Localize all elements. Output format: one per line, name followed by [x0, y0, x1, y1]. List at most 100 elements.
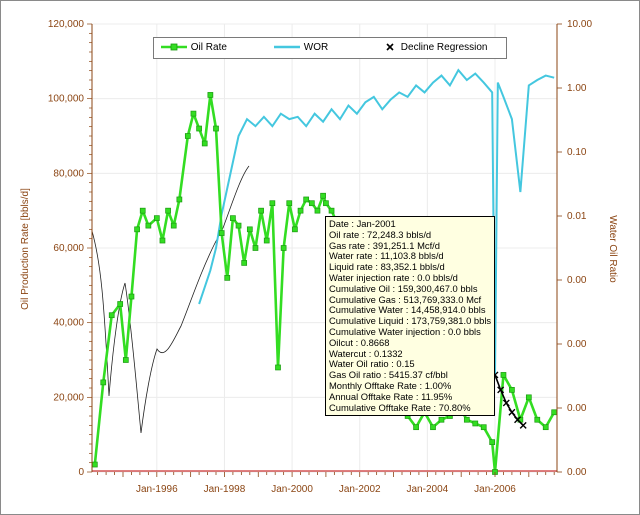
- y-right-tick-label: 10.00: [567, 19, 592, 30]
- grid: [92, 23, 557, 473]
- oil-rate-marker: [235, 222, 242, 229]
- y-right-tick-label: 0.10: [567, 147, 587, 158]
- oil-rate-marker: [134, 226, 140, 233]
- oil-rate-marker: [122, 357, 129, 363]
- oil-rate-marker: [525, 394, 532, 401]
- oil-rate-marker: [176, 196, 183, 203]
- tooltip-line: Cumulative Gas : 513,769,333.0 Mcf: [329, 293, 482, 305]
- y-left-tick-label: 80,000: [53, 168, 84, 179]
- x-tick-label: Jan-2002: [339, 484, 381, 495]
- oil-rate-marker: [269, 200, 276, 207]
- y-right-tick-label: 1.00: [567, 83, 587, 94]
- tooltip-line: Annual Offtake Rate : 11.95%: [329, 390, 453, 402]
- oil-rate-marker: [430, 424, 436, 431]
- x-tick-label: Jan-2006: [474, 484, 516, 495]
- oil-rate-marker: [480, 424, 487, 431]
- legend-label-decline-regression: Decline Regression: [400, 42, 488, 53]
- oil-rate-marker: [489, 439, 496, 445]
- oil-rate-marker: [213, 125, 219, 132]
- oil-rate-marker: [542, 424, 549, 431]
- legend-item-wor[interactable]: WOR: [273, 41, 328, 55]
- y-left-tick-label: 0: [78, 467, 84, 478]
- oil-rate-marker: [91, 461, 98, 468]
- tooltip-line: Cumulative Water : 14,458,914.0 bbls: [329, 304, 486, 316]
- decline-regression-marker: [508, 408, 516, 416]
- tooltip-line: Cumulative Water injection : 0.0 bbls: [329, 325, 481, 337]
- oil-rate-marker: [201, 140, 208, 147]
- oil-rate-marker: [263, 237, 270, 244]
- oil-rate-marker: [153, 215, 160, 221]
- oil-rate-marker: [218, 230, 225, 236]
- oil-rate-marker: [196, 125, 202, 132]
- oil-rate-marker: [500, 372, 507, 378]
- y-axis-left-title: Oil Production Rate [bbls/d]: [20, 188, 31, 310]
- data-point-tooltip: Date : Jan-2001 Oil rate : 72,248.3 bbls/…: [325, 216, 495, 417]
- tooltip-line: Watercut : 0.1332: [329, 347, 403, 359]
- tooltip-line: Date : Jan-2001: [329, 218, 396, 229]
- tooltip-line: Cumulative Liquid : 173,759,381.0 bbls: [329, 315, 492, 327]
- tooltip-line: Gas rate : 391,251.1 Mcf/d: [329, 239, 440, 251]
- legend-item-oil-rate[interactable]: Oil Rate: [160, 41, 227, 55]
- legend-label-oil-rate: Oil Rate: [190, 42, 227, 53]
- oil-rate-marker: [230, 215, 236, 221]
- tooltip-line: Water injection rate : 0.0 bbls/d: [329, 271, 458, 283]
- oil-rate-marker: [159, 237, 166, 244]
- y-right-tick-label: 0.01: [567, 211, 587, 222]
- y-axis-left: 120,000 100,000 80,000 60,000 40,000 20,000 0: [48, 19, 93, 478]
- oil-rate-marker: [314, 207, 321, 214]
- legend-item-decline-regression[interactable]: Decline Regression: [382, 41, 488, 55]
- y-axis-right: 10.00 1.00 0.10 0.01 0.00 0.00 0.00 0.00: [556, 19, 592, 478]
- oil-rate-marker: [280, 245, 287, 251]
- y-left-tick-label: 20,000: [53, 392, 84, 403]
- oil-rate-marker: [170, 222, 177, 229]
- legend: Oil Rate WOR Decline Regression: [153, 37, 507, 59]
- y-right-tick-label: 0.00: [567, 403, 587, 414]
- oil-rate-marker: [139, 207, 146, 214]
- y-left-tick-label: 120,000: [48, 19, 85, 30]
- fit-curve: [91, 165, 250, 434]
- oil-rate-marker: [286, 200, 293, 207]
- decline-regression-marker: [497, 386, 505, 394]
- y-right-tick-label: 0.00: [567, 275, 587, 286]
- wor-series: [198, 68, 555, 377]
- oil-rate-marker: [303, 196, 310, 203]
- x-axis: Jan-1996 Jan-1998 Jan-2000 Jan-2002 Jan-2004…: [97, 472, 555, 495]
- y-right-tick-label: 0.00: [567, 467, 587, 478]
- oil-rate-marker: [128, 293, 135, 300]
- wor-line: [198, 68, 555, 377]
- y-axis-right-title: Water Oil Ratio: [607, 215, 618, 283]
- oil-rate-marker: [246, 226, 253, 233]
- oil-rate-marker: [323, 200, 329, 207]
- legend-label-wor: WOR: [303, 42, 329, 53]
- tooltip-line: Oilcut : 0.8668: [329, 336, 390, 348]
- oil-rate-marker: [117, 301, 124, 307]
- oil-rate-marker: [328, 207, 335, 214]
- oil-rate-marker: [258, 207, 264, 214]
- decline-regression-marker: [514, 416, 522, 424]
- tooltip-line: Cumulative Offtake Rate : 70.80%: [329, 401, 471, 413]
- y-left-tick-label: 40,000: [53, 318, 84, 329]
- oil-rate-swatch-icon: [161, 43, 187, 51]
- y-right-tick-label: 0.00: [567, 339, 587, 350]
- oil-rate-marker: [241, 260, 248, 266]
- tooltip-line: Gas Oil ratio : 5415.37 cf/bbl: [329, 369, 448, 381]
- decline-regression-series: [491, 371, 527, 429]
- oil-rate-marker: [438, 416, 445, 423]
- tooltip-line: Monthly Offtake Rate : 1.00%: [329, 379, 452, 391]
- x-tick-label: Jan-2004: [407, 484, 449, 495]
- x-tick-label: Jan-2000: [271, 484, 313, 495]
- oil-rate-marker: [413, 424, 419, 431]
- oil-rate-marker: [224, 275, 231, 281]
- x-tick-label: Jan-1996: [136, 484, 178, 495]
- oil-rate-marker: [534, 416, 541, 423]
- oil-rate-marker: [472, 420, 479, 427]
- tooltip-line: Water rate : 11,103.8 bbls/d: [329, 250, 444, 262]
- oil-rate-marker: [308, 200, 315, 207]
- tooltip-line: Liquid rate : 83,352.1 bbls/d: [329, 261, 445, 273]
- decline-regression-marker: [519, 421, 527, 429]
- oil-rate-marker: [463, 416, 470, 423]
- oil-rate-marker: [292, 226, 298, 233]
- oil-rate-marker: [207, 92, 214, 98]
